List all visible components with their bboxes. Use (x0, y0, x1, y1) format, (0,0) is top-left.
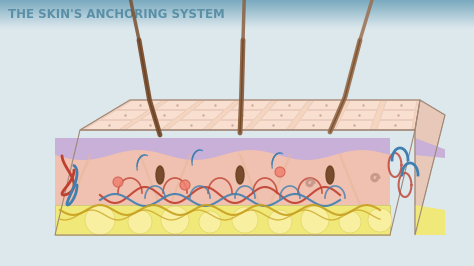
Bar (0, 19, 474, 20)
Polygon shape (181, 111, 224, 119)
Bar (0, 10, 474, 11)
Polygon shape (55, 205, 390, 235)
Bar (0, 23, 474, 24)
Bar (0, 21, 474, 22)
Polygon shape (141, 111, 186, 119)
Bar (0, 22, 474, 23)
Circle shape (368, 208, 392, 232)
Circle shape (85, 205, 115, 235)
Bar (0, 5, 474, 6)
Circle shape (339, 211, 361, 233)
Bar (0, 14, 474, 15)
Bar (0, 6, 474, 7)
Bar (0, 20, 474, 21)
Circle shape (128, 210, 152, 234)
Circle shape (275, 167, 285, 177)
Text: THE SKIN'S ANCHORING SYSTEM: THE SKIN'S ANCHORING SYSTEM (8, 7, 225, 20)
Polygon shape (415, 205, 445, 235)
Bar (0, 1, 474, 2)
Polygon shape (193, 101, 235, 109)
Bar (0, 11, 474, 12)
Polygon shape (84, 120, 133, 129)
Ellipse shape (326, 166, 334, 184)
Polygon shape (269, 101, 308, 109)
Bar (0, 25, 474, 26)
Circle shape (232, 207, 258, 233)
Polygon shape (301, 111, 339, 119)
Circle shape (301, 206, 329, 234)
Circle shape (113, 177, 123, 187)
Bar (0, 17, 474, 18)
Bar (0, 3, 474, 4)
Polygon shape (260, 111, 301, 119)
Bar (0, 12, 474, 13)
Bar (0, 24, 474, 25)
Polygon shape (126, 120, 173, 129)
Polygon shape (415, 100, 445, 235)
Bar (0, 18, 474, 19)
Polygon shape (101, 111, 147, 119)
Polygon shape (383, 101, 417, 109)
Polygon shape (293, 120, 333, 129)
Polygon shape (377, 120, 413, 129)
Polygon shape (335, 120, 373, 129)
Polygon shape (346, 101, 381, 109)
Bar (0, 2, 474, 3)
Ellipse shape (156, 166, 164, 184)
Bar (0, 9, 474, 10)
Polygon shape (210, 120, 253, 129)
Polygon shape (80, 100, 420, 130)
Circle shape (161, 206, 189, 234)
Polygon shape (308, 101, 344, 109)
Bar (0, 26, 474, 27)
Bar (0, 4, 474, 5)
Bar (0, 13, 474, 14)
Bar (0, 0, 474, 1)
Polygon shape (380, 111, 415, 119)
Bar (0, 7, 474, 8)
Polygon shape (55, 138, 390, 160)
Polygon shape (231, 101, 272, 109)
Bar (0, 16, 474, 17)
Bar (0, 8, 474, 9)
Circle shape (180, 180, 190, 190)
Circle shape (199, 211, 221, 233)
Polygon shape (168, 120, 213, 129)
Polygon shape (155, 101, 199, 109)
Polygon shape (340, 111, 377, 119)
Circle shape (268, 210, 292, 234)
Polygon shape (118, 101, 163, 109)
Ellipse shape (236, 166, 244, 184)
Polygon shape (55, 148, 390, 205)
Bar (0, 27, 474, 28)
Bar (0, 15, 474, 16)
Polygon shape (220, 111, 262, 119)
Polygon shape (251, 120, 293, 129)
Polygon shape (415, 138, 445, 158)
